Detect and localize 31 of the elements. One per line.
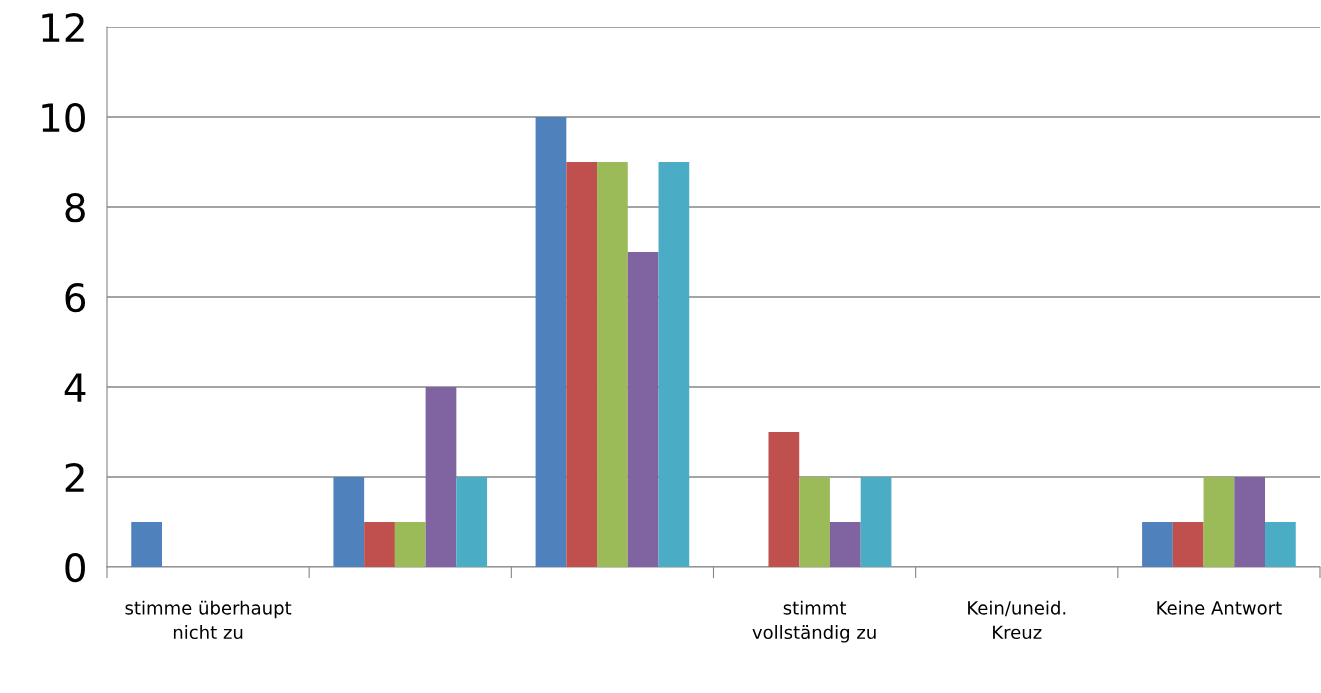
bar	[799, 477, 830, 567]
y-tick-label: 8	[65, 192, 85, 223]
y-tick-label: 12	[42, 12, 84, 42]
bar	[1142, 522, 1173, 567]
bar	[768, 432, 800, 567]
bar	[535, 117, 567, 567]
x-tick-label: Kein/uneid. Kreuz	[968, 600, 1066, 640]
bar	[131, 522, 162, 567]
bar	[597, 162, 628, 567]
bar	[333, 477, 365, 567]
bar	[566, 162, 598, 567]
y-tick-label: 6	[65, 282, 86, 313]
y-tick-label: 2	[65, 462, 84, 492]
bar	[425, 387, 457, 567]
bar	[364, 522, 395, 567]
bar	[1265, 522, 1296, 567]
x-tick-label: Keine Antwort	[1157, 600, 1282, 615]
bar	[658, 162, 690, 567]
y-tick-label: 10	[42, 102, 85, 133]
bar	[829, 522, 861, 567]
bar	[1172, 522, 1204, 567]
bar	[394, 522, 426, 567]
x-tick-label: stimme überhaupt nicht zu	[125, 600, 292, 640]
bar	[1234, 477, 1266, 567]
y-tick-label: 4	[64, 373, 86, 402]
bar	[860, 477, 892, 567]
bar	[1203, 477, 1235, 567]
bar	[456, 477, 488, 567]
bar	[627, 252, 659, 567]
y-tick-label: 0	[65, 552, 85, 583]
x-tick-label: stimmt vollständig zu	[752, 600, 876, 643]
